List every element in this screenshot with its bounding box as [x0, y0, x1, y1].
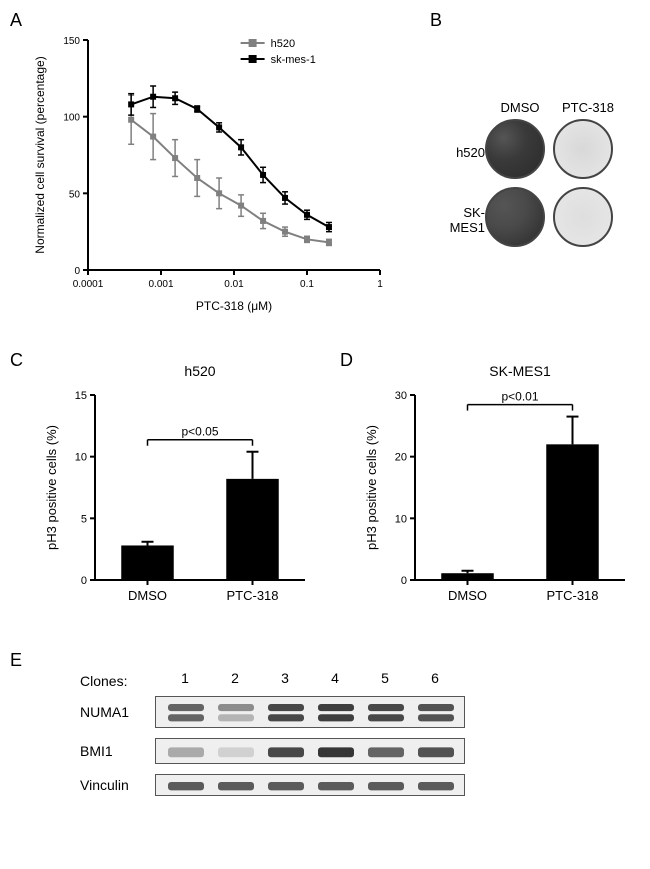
panel-b-row-0: h520 — [430, 145, 485, 160]
blot-image — [155, 696, 465, 728]
panel-a-marker — [260, 172, 266, 178]
panel-c-chart: h520 0 5 10 15 pH3 positive cells (%) DMSO PTC-… — [40, 360, 320, 620]
bar-ytick: 10 — [75, 452, 87, 464]
blot-image — [155, 774, 465, 796]
blot-label: Vinculin — [80, 777, 155, 793]
bar-ylabel: pH3 positive cells (%) — [364, 425, 379, 550]
blot-image — [155, 738, 465, 764]
panel-a-marker — [172, 95, 178, 101]
bar-rect — [226, 479, 279, 580]
legend-label: h520 — [271, 38, 295, 50]
bar-ytick: 20 — [395, 452, 407, 464]
panel-a-marker — [282, 195, 288, 201]
panel-a-marker — [150, 94, 156, 100]
lane-number: 4 — [310, 670, 360, 686]
panel-a-marker — [194, 106, 200, 112]
bar-rect — [441, 573, 494, 580]
bar-xtick: DMSO — [128, 588, 167, 603]
panel-a-marker — [128, 101, 134, 107]
legend-label: sk-mes-1 — [271, 54, 316, 66]
bar-title: SK-MES1 — [489, 363, 551, 379]
panel-a-marker — [238, 144, 244, 150]
panel-a-chart: 0 50 100 150 0.0001 0.001 0.01 0.1 1 PTC-318 (μM)… — [30, 30, 390, 320]
panel-a-marker — [282, 229, 288, 235]
panel-a-marker — [216, 190, 222, 196]
panel-a-marker — [150, 134, 156, 140]
panel-a-xtick: 1 — [377, 279, 383, 290]
panel-e-label: E — [10, 650, 22, 671]
panel-b-row-1: SK-MES1 — [430, 205, 485, 235]
bar-ylabel: pH3 positive cells (%) — [44, 425, 59, 550]
panel-a-marker — [216, 124, 222, 130]
panel-a-xtick: 0.1 — [300, 279, 314, 290]
panel-a-marker — [326, 239, 332, 245]
p-value-text: p<0.05 — [181, 425, 218, 439]
bar-ytick: 0 — [401, 575, 407, 587]
panel-e-blots: Clones: 123456 NUMA1 BMI1 Vinculin — [80, 670, 500, 806]
panel-a-ytick: 50 — [69, 189, 81, 200]
bar-xtick: PTC-318 — [226, 588, 278, 603]
figure-root: A 0501001500.00010.0010.010.11PTC-318 (μ… — [10, 10, 640, 859]
panel-a-xtick: 0.001 — [148, 279, 173, 290]
bar-ytick: 30 — [395, 390, 407, 402]
panel-a-marker — [326, 224, 332, 230]
panel-a-marker — [128, 117, 134, 123]
panel-c-label: C — [10, 350, 23, 371]
bar-xtick: DMSO — [448, 588, 487, 603]
blot-label: BMI1 — [80, 743, 155, 759]
panel-d-chart: SK-MES1 0 10 20 30 pH3 positive cells (%) DMSO… — [360, 360, 640, 620]
panel-a-label: A — [10, 10, 22, 31]
bar-ytick: 5 — [81, 513, 87, 525]
blot-row: Vinculin — [80, 774, 500, 796]
panel-a-marker — [194, 175, 200, 181]
panel-b-col-0: DMSO — [490, 100, 550, 115]
blot-row: NUMA1 — [80, 696, 500, 728]
p-value-text: p<0.01 — [501, 390, 538, 404]
panel-a-marker — [304, 212, 310, 218]
bar-ytick: 15 — [75, 390, 87, 402]
panel-a-xlabel: PTC-318 (μM) — [196, 299, 272, 313]
well-plate — [485, 119, 545, 179]
clones-label: Clones: — [80, 673, 155, 689]
lane-number: 3 — [260, 670, 310, 686]
bar-title: h520 — [184, 363, 215, 379]
panel-a-line-sk-mes-1 — [131, 97, 329, 227]
well-plate — [553, 187, 613, 247]
lane-number: 6 — [410, 670, 460, 686]
bar-xtick: PTC-318 — [546, 588, 598, 603]
bar-ytick: 10 — [395, 513, 407, 525]
lane-number: 2 — [210, 670, 260, 686]
bar-rect — [121, 545, 174, 580]
lane-number: 5 — [360, 670, 410, 686]
well-plate — [485, 187, 545, 247]
panel-d-label: D — [340, 350, 353, 371]
bar-ytick: 0 — [81, 575, 87, 587]
panel-a-ytick: 0 — [74, 266, 80, 277]
panel-a-marker — [238, 203, 244, 209]
panel-a-ytick: 150 — [63, 36, 80, 47]
panel-b-label: B — [430, 10, 442, 31]
panel-a-marker — [304, 236, 310, 242]
panel-a-marker — [172, 155, 178, 161]
panel-b-grid: DMSO PTC-318 h520 SK-MES1 — [430, 100, 618, 253]
bar-rect — [546, 444, 599, 580]
panel-a-xtick: 0.01 — [224, 279, 244, 290]
panel-a-marker — [260, 218, 266, 224]
panel-a-ytick: 100 — [63, 113, 80, 124]
lane-number: 1 — [160, 670, 210, 686]
blot-label: NUMA1 — [80, 704, 155, 720]
panel-a-ylabel: Normalized cell survival (percentage) — [33, 56, 47, 253]
panel-b-col-1: PTC-318 — [558, 100, 618, 115]
well-plate — [553, 119, 613, 179]
blot-row: BMI1 — [80, 738, 500, 764]
panel-a-xtick: 0.0001 — [73, 279, 104, 290]
